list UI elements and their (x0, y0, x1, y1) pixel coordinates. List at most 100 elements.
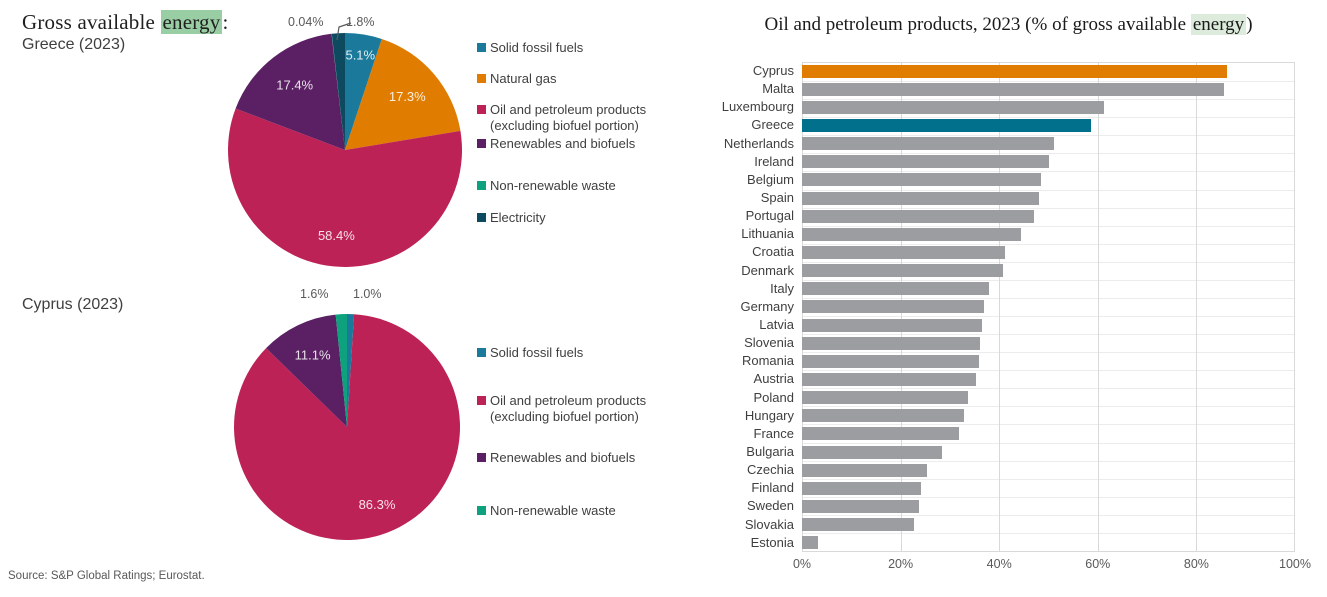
country-label: Greece (751, 117, 794, 133)
left-title-prefix: Gross available (22, 10, 161, 34)
bar (802, 137, 1055, 151)
country-label: Slovenia (744, 335, 794, 351)
horizontal-gridline (803, 370, 1294, 372)
electricity-leader-line (336, 22, 352, 41)
pie-slice-label: 86.3% (359, 497, 396, 512)
vertical-gridline (1195, 63, 1197, 551)
pie-slice (335, 314, 347, 427)
bar (802, 300, 985, 314)
bar-track (802, 336, 1295, 350)
horizontal-gridline (803, 388, 1294, 390)
bar-track (802, 318, 1295, 332)
bar-row: Germany (690, 298, 1295, 316)
country-label: Spain (760, 190, 794, 206)
bar-track (802, 391, 1295, 405)
bar-row: Ireland (690, 153, 1295, 171)
country-label: Portugal (745, 208, 794, 224)
country-label: France (753, 425, 794, 441)
horizontal-gridline (803, 99, 1294, 101)
pie-slice (331, 33, 345, 150)
bar-row: Austria (690, 370, 1295, 388)
bar (802, 336, 981, 350)
country-label: Germany (740, 298, 794, 314)
country-label: Poland (753, 389, 794, 405)
bar-row: Bulgaria (690, 443, 1295, 461)
horizontal-gridline (803, 171, 1294, 173)
bar-row: Lithuania (690, 225, 1295, 243)
horizontal-gridline (803, 496, 1294, 498)
x-axis-tick-label: 40% (986, 557, 1012, 571)
bar (802, 499, 920, 513)
horizontal-gridline (803, 442, 1294, 444)
bar-track (802, 499, 1295, 513)
country-label: Romania (741, 353, 794, 369)
bar-track (802, 463, 1295, 477)
bar-row: Slovenia (690, 334, 1295, 352)
legend-label: Oil and petroleum products (excluding bi… (490, 102, 647, 133)
bar-row: Cyprus (690, 62, 1295, 80)
bar (802, 155, 1049, 169)
country-label: Austria (753, 371, 794, 387)
bar (802, 245, 1006, 259)
country-label: Netherlands (723, 135, 794, 151)
country-label: Luxembourg (721, 99, 794, 115)
pie-slice-label: 11.1% (295, 348, 331, 363)
bar-chart-title: Oil and petroleum products, 2023 (% of g… (690, 14, 1327, 36)
bar (802, 427, 960, 441)
greece-outside-label-nonrenewable-waste: 0.04% (288, 15, 324, 29)
horizontal-gridline (803, 316, 1294, 318)
bar-track (802, 372, 1295, 386)
bar-title-prefix: Oil and petroleum products, 2023 (% of g… (764, 14, 1191, 35)
bar-plot-area (802, 62, 1295, 552)
bar (802, 318, 982, 332)
legend-marker-icon (477, 43, 486, 52)
horizontal-gridline (803, 135, 1294, 137)
country-label: Latvia (759, 317, 794, 333)
bar (802, 445, 942, 459)
country-label: Lithuania (741, 226, 794, 242)
legend-marker-icon (477, 506, 486, 515)
legend-label: Electricity (490, 210, 546, 225)
bar-row: Malta (690, 80, 1295, 98)
x-axis-tick-label: 100% (1279, 557, 1311, 571)
bar-track (802, 227, 1295, 241)
country-label: Malta (762, 81, 794, 97)
bar-track (802, 427, 1295, 441)
pie-slice (235, 33, 345, 150)
bar (802, 282, 989, 296)
bar-row: Greece (690, 116, 1295, 134)
bar-row: Sweden (690, 497, 1295, 515)
legend-label: Oil and petroleum products (excluding bi… (490, 393, 647, 424)
legend-item: Solid fossil fuels (477, 345, 682, 361)
greece-pie-chart: 5.1% 17.3% 58.4% 17.4% (227, 33, 462, 268)
pie-slice (266, 314, 347, 427)
pie-slice-label: 17.4% (276, 77, 313, 92)
country-label: Slovakia (744, 516, 794, 532)
left-title-highlight: energy (160, 10, 223, 34)
bar-row: France (690, 425, 1295, 443)
cyprus-pie-chart: 86.3% 11.1% (234, 314, 461, 540)
bar-track (802, 209, 1295, 223)
bar-title-highlight: energy (1190, 14, 1247, 35)
bar-row: Estonia (690, 534, 1295, 552)
legend-marker-icon (477, 396, 486, 405)
bar (802, 391, 968, 405)
horizontal-gridline (803, 334, 1294, 336)
bar (802, 64, 1227, 78)
bar (802, 173, 1041, 187)
pie-slice (345, 38, 461, 151)
pie-slice (234, 314, 461, 540)
bar (802, 481, 922, 495)
country-label: Hungary (744, 407, 794, 423)
legend-marker-icon (477, 453, 486, 462)
legend-item: Oil and petroleum products (excluding bi… (477, 393, 682, 425)
horizontal-gridline (803, 117, 1294, 119)
bar-row: Hungary (690, 407, 1295, 425)
country-label: Czechia (747, 462, 794, 478)
vertical-gridline (1097, 63, 1099, 551)
bar-track (802, 173, 1295, 187)
legend-marker-icon (477, 213, 486, 222)
source-note: Source: S&P Global Ratings; Eurostat. (8, 570, 205, 582)
left-panel-title: Gross available energy: (22, 10, 229, 35)
legend-marker-icon (477, 105, 486, 114)
